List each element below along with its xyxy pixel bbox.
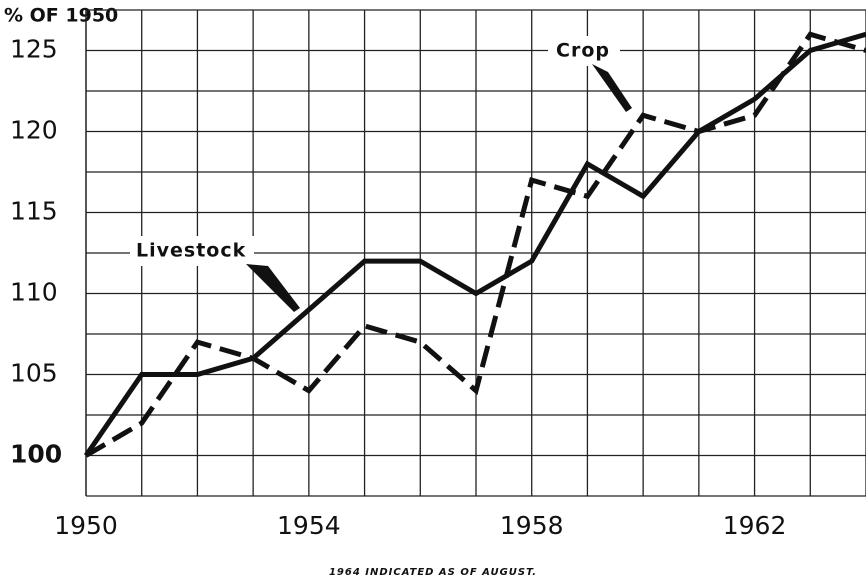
x-tick-label: 1958 bbox=[500, 511, 564, 540]
pointer bbox=[246, 264, 300, 312]
pointer bbox=[592, 64, 632, 112]
annotation: Livestock bbox=[136, 240, 246, 262]
x-tick-label: 1950 bbox=[54, 511, 118, 540]
y-tick-label: 120 bbox=[10, 116, 58, 145]
y-tick-label: 110 bbox=[10, 278, 58, 307]
y-tick-label: 115 bbox=[10, 197, 58, 226]
x-tick-label: 1954 bbox=[277, 511, 341, 540]
y-tick-label: 105 bbox=[10, 359, 58, 388]
annotation-bg bbox=[130, 236, 254, 266]
y-axis-label: % OF 1950 bbox=[4, 5, 118, 27]
annotation-bg bbox=[548, 36, 620, 66]
series-line bbox=[84, 31, 866, 458]
annotation: Crop bbox=[556, 40, 610, 62]
footnote: 1964 INDICATED AS OF AUGUST. bbox=[329, 567, 537, 578]
x-tick-label: 1962 bbox=[723, 511, 787, 540]
y-tick-label: 100 bbox=[10, 440, 62, 469]
y-tick-label: 125 bbox=[10, 35, 58, 64]
series-line bbox=[83, 31, 866, 457]
